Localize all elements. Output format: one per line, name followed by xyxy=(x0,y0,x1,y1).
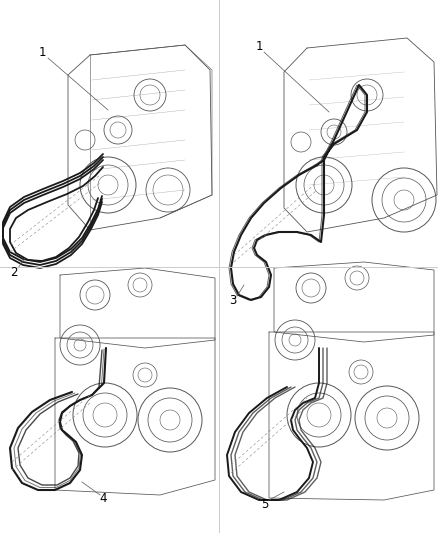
Text: 1: 1 xyxy=(38,45,46,59)
Text: 4: 4 xyxy=(99,491,107,505)
Text: 2: 2 xyxy=(10,265,18,279)
Text: 5: 5 xyxy=(261,497,268,511)
Text: 3: 3 xyxy=(230,294,237,306)
Text: 1: 1 xyxy=(255,41,263,53)
